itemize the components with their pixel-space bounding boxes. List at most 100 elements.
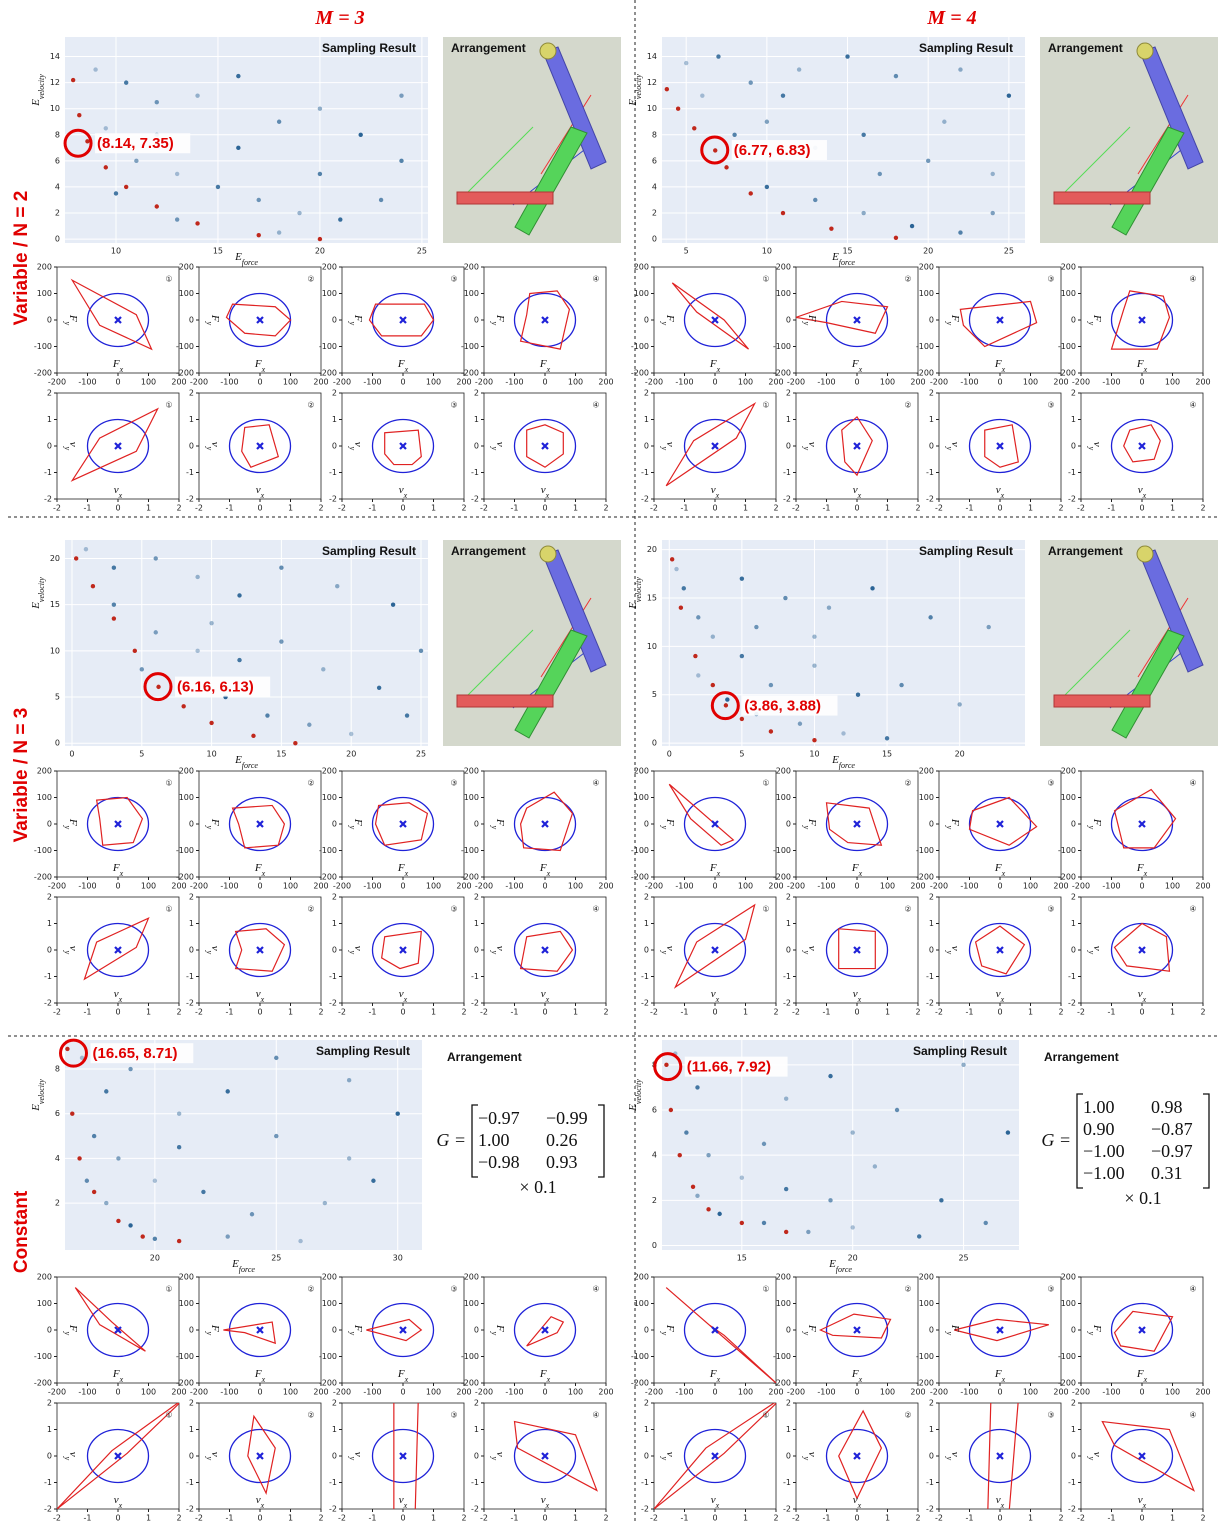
sample-point	[104, 1089, 108, 1093]
y-tick-label: -200	[319, 369, 337, 378]
y-tick-label: 1	[47, 919, 52, 928]
x-tick-label: 0	[400, 1388, 405, 1397]
y-tick-label: 12	[50, 78, 60, 87]
sample-point	[740, 654, 744, 658]
matrix-factor: × 0.1	[519, 1177, 556, 1197]
x-tick-label: -200	[1072, 1388, 1090, 1397]
y-axis-label-sub: y	[349, 950, 358, 955]
sample-point	[155, 100, 159, 104]
x-tick-label: -100	[675, 1388, 693, 1397]
x-tick-label: -200	[48, 1388, 66, 1397]
x-tick-label: 0	[1139, 504, 1144, 513]
y-tick-label: 0	[786, 946, 791, 955]
y-tick-label: 2	[1071, 893, 1076, 902]
y-axis-label-sub: y	[1088, 825, 1097, 830]
sample-point	[277, 120, 281, 124]
y-tick-label: 2	[47, 893, 52, 902]
pareto-point	[670, 557, 674, 561]
x-axis-label-sub: x	[403, 491, 408, 500]
y-tick-label: 1	[47, 1425, 52, 1434]
y-tick-label: 100	[919, 1299, 934, 1308]
sample-point	[128, 1067, 132, 1071]
y-tick-label: 8	[652, 130, 657, 139]
x-tick-label: 2	[176, 504, 181, 513]
x-tick-label: -100	[363, 882, 381, 891]
x-axis-label-sub: force	[839, 761, 856, 770]
sample-point	[236, 74, 240, 78]
y-tick-label: 1	[474, 1425, 479, 1434]
y-axis-label: Evelocity	[627, 1079, 643, 1112]
y-axis-label-sub: y	[946, 321, 955, 326]
pareto-point	[724, 703, 728, 707]
x-tick-label: -1	[823, 1008, 831, 1017]
y-tick-label: 1	[1071, 1425, 1076, 1434]
x-tick-label: 1	[1028, 504, 1033, 513]
y-tick-label: -100	[319, 342, 337, 351]
y-axis-label-sub: y	[491, 446, 500, 451]
x-tick-label: 200	[1053, 378, 1068, 387]
y-tick-label: -2	[926, 495, 934, 504]
x-tick-label: -100	[1102, 882, 1120, 891]
x-tick-label: 200	[598, 378, 613, 387]
plot-area	[65, 1040, 422, 1250]
plot-number: ①	[762, 905, 769, 914]
x-tick-label: -2	[650, 1008, 658, 1017]
y-tick-label: 200	[634, 1273, 649, 1282]
x-tick-label: 15	[276, 750, 286, 759]
row-title: Variable / N = 2	[11, 191, 32, 326]
y-tick-label: 0	[47, 946, 52, 955]
y-axis-label-sub: y	[1088, 950, 1097, 955]
y-tick-label: 100	[322, 793, 337, 802]
x-tick-label: 0	[400, 1514, 405, 1522]
x-tick-label: -2	[195, 1514, 203, 1522]
x-tick-label: 2	[1200, 504, 1205, 513]
x-tick-label: 0	[400, 504, 405, 513]
pareto-point	[156, 685, 160, 689]
x-tick-label: -100	[78, 378, 96, 387]
y-tick-label: 0	[47, 1452, 52, 1461]
x-tick-label: -200	[787, 378, 805, 387]
x-tick-label: -2	[338, 1008, 346, 1017]
arrangement-title: Arrangement	[451, 41, 526, 55]
x-tick-label: 2	[176, 1008, 181, 1017]
y-tick-label: -200	[319, 1379, 337, 1388]
y-tick-label: 10	[50, 646, 60, 655]
y-tick-label: 100	[179, 289, 194, 298]
x-tick-label: -2	[792, 504, 800, 513]
y-tick-label: -1	[926, 468, 934, 477]
y-tick-label: 1	[332, 919, 337, 928]
y-tick-label: 0	[929, 1326, 934, 1335]
sample-point	[338, 217, 342, 221]
x-tick-label: 100	[141, 378, 156, 387]
y-tick-label: 200	[919, 1273, 934, 1282]
y-tick-label: -1	[641, 1478, 649, 1487]
x-tick-label: 0	[997, 882, 1002, 891]
x-tick-label: -2	[53, 504, 61, 513]
y-tick-label: 2	[929, 389, 934, 398]
y-tick-label: -2	[329, 999, 337, 1008]
x-tick-label: 0	[115, 504, 120, 513]
y-tick-label: -2	[1068, 999, 1076, 1008]
x-tick-label: -1	[681, 504, 689, 513]
y-tick-label: 2	[189, 389, 194, 398]
x-tick-label: -2	[792, 1514, 800, 1522]
x-tick-label: -200	[930, 882, 948, 891]
y-tick-label: 1	[786, 1425, 791, 1434]
y-tick-label: -2	[186, 495, 194, 504]
x-axis-label-sub: x	[1000, 1501, 1005, 1510]
x-tick-label: 100	[880, 882, 895, 891]
plot-number: ①	[165, 401, 172, 410]
plot-number: ①	[165, 905, 172, 914]
y-tick-label: 100	[776, 793, 791, 802]
y-tick-label: 100	[634, 289, 649, 298]
sample-point	[827, 605, 831, 609]
x-tick-label: 200	[313, 1388, 328, 1397]
x-tick-label: -2	[195, 504, 203, 513]
y-axis-label-sub: y	[946, 446, 955, 451]
x-axis-label-sub: x	[1143, 365, 1148, 374]
y-tick-label: 2	[652, 1196, 657, 1205]
x-tick-label: 0	[115, 1008, 120, 1017]
x-axis-label: Eforce	[234, 754, 258, 770]
y-tick-label: 0	[474, 1326, 479, 1335]
x-tick-label: -100	[220, 1388, 238, 1397]
